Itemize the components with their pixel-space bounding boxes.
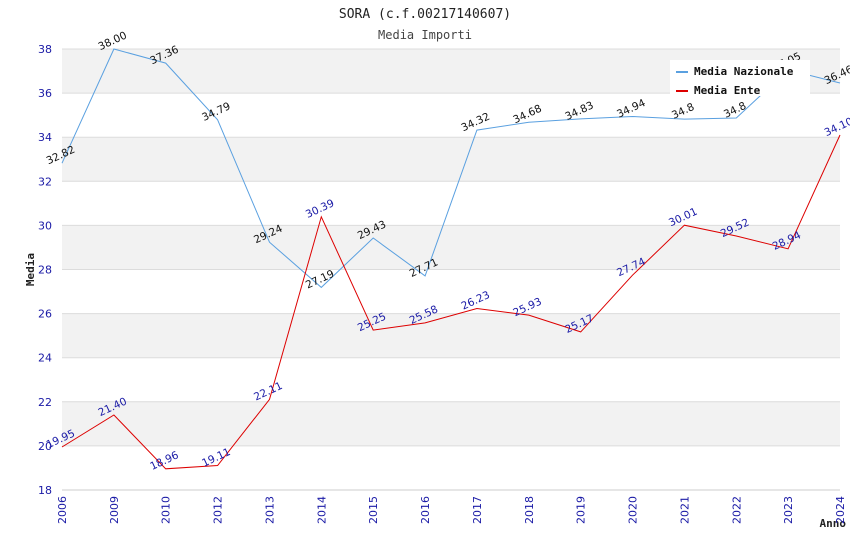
legend-box <box>670 60 810 96</box>
plot-band <box>62 401 840 446</box>
plot-band <box>62 225 840 270</box>
y-tick-label: 22 <box>38 396 52 409</box>
y-tick-label: 32 <box>38 175 52 188</box>
y-axis-title: Media <box>24 253 37 286</box>
y-axis-ticks: 18 20 22 24 26 28 30 32 34 36 38 <box>38 43 52 497</box>
y-tick-label: 20 <box>38 440 52 453</box>
x-tick-label: 2006 <box>56 496 69 524</box>
y-tick-label: 36 <box>38 87 52 100</box>
plot-band <box>62 313 840 358</box>
series-lines <box>61 48 841 470</box>
y-tick-label: 30 <box>38 219 52 232</box>
x-tick-label: 2013 <box>263 496 276 524</box>
series-line-media-nazionale <box>61 48 841 289</box>
legend: Media Nazionale Media Ente <box>670 60 810 97</box>
legend-entry: Media Nazionale <box>694 65 794 78</box>
y-tick-label: 38 <box>38 43 52 56</box>
x-tick-label: 2009 <box>108 496 121 524</box>
gridlines <box>62 48 840 491</box>
x-tick-label: 2010 <box>160 496 173 524</box>
plot-band <box>62 137 840 182</box>
x-tick-label: 2019 <box>575 496 588 524</box>
x-tick-label: 2021 <box>678 496 691 524</box>
legend-entry: Media Ente <box>694 84 761 97</box>
y-tick-label: 34 <box>38 131 52 144</box>
y-tick-label: 24 <box>38 352 52 365</box>
x-tick-label: 2024 <box>834 496 847 524</box>
y-tick-label: 26 <box>38 308 52 321</box>
x-tick-label: 2018 <box>523 496 536 524</box>
chart-title: SORA (c.f.00217140607) <box>339 7 511 22</box>
x-tick-label: 2012 <box>212 496 225 524</box>
x-axis-ticks: 2006 2009 2010 2012 2013 2014 2015 2016 2017 2018… <box>56 496 847 524</box>
x-tick-label: 2022 <box>730 496 743 524</box>
x-axis-title: Anno <box>820 517 847 530</box>
chart-subtitle: Media Importi <box>378 28 472 42</box>
x-tick-label: 2014 <box>315 496 328 524</box>
y-tick-label: 28 <box>38 264 52 277</box>
x-tick-label: 2020 <box>627 496 640 524</box>
y-tick-label: 18 <box>38 484 52 497</box>
series-line-media-ente <box>61 134 841 470</box>
x-tick-label: 2015 <box>367 496 380 524</box>
x-tick-label: 2023 <box>782 496 795 524</box>
x-tick-label: 2016 <box>419 496 432 524</box>
x-tick-label: 2017 <box>471 496 484 524</box>
